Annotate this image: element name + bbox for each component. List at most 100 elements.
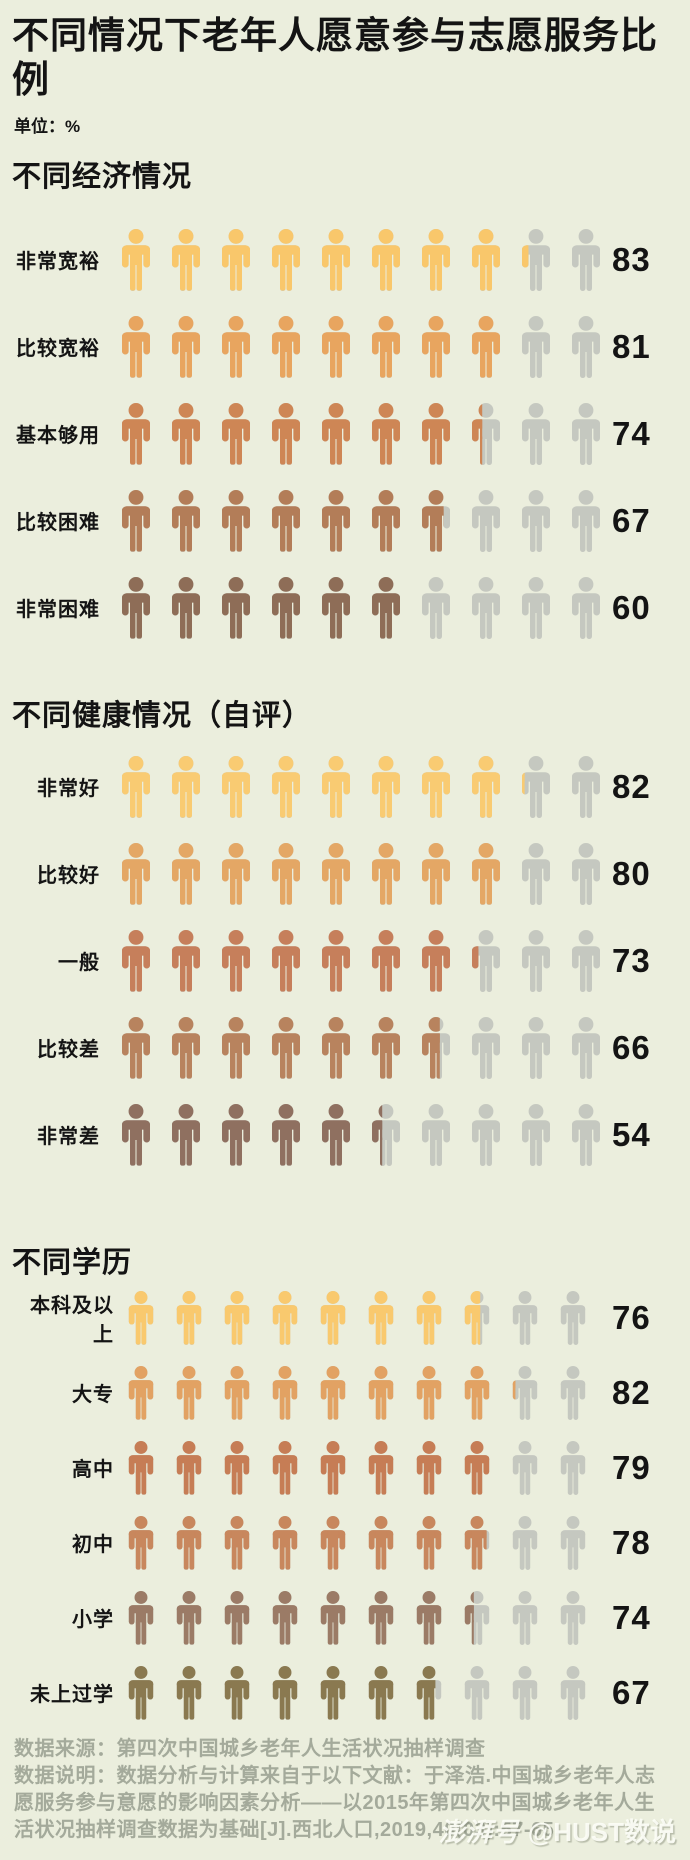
person-icon <box>560 1590 586 1645</box>
icon-slot <box>517 755 555 818</box>
pictogram-row: 非常宽裕 83 <box>0 216 690 303</box>
row-value: 76 <box>612 1298 651 1336</box>
person-icon-filled <box>317 1590 349 1645</box>
person-icon-filled <box>461 1515 487 1570</box>
person-icon <box>472 1103 500 1166</box>
person-icon-filled <box>417 315 455 378</box>
icon-slot <box>509 1290 541 1345</box>
person-icon-filled <box>461 1365 493 1420</box>
person-icon-filled <box>269 1665 301 1720</box>
person-icon-gray <box>467 929 505 992</box>
person-icon-filled <box>267 929 305 992</box>
person-icon <box>372 315 400 378</box>
chart-sections: 不同经济情况 非常宽裕 83 比较宽裕 81 基本够用 74 比较困难 67 非常困难 60 不同健康… <box>0 160 690 1730</box>
person-icon <box>272 1365 298 1420</box>
icon-slot <box>509 1515 541 1570</box>
icon-slot <box>467 489 505 552</box>
person-icon <box>368 1665 394 1720</box>
icon-slot <box>267 1016 305 1079</box>
person-icon-gray <box>517 315 555 378</box>
row-label: 比较宽裕 <box>16 338 100 360</box>
person-icon-filled <box>267 842 305 905</box>
icon-slot <box>365 1365 397 1420</box>
person-icon-gray <box>417 576 455 639</box>
person-icon-filled <box>317 1665 349 1720</box>
person-icon-filled <box>413 1440 445 1495</box>
icon-slot <box>173 1290 205 1345</box>
icon-slot <box>413 1515 445 1570</box>
person-icon <box>320 1290 346 1345</box>
icon-slot <box>461 1590 493 1645</box>
person-icon <box>512 1515 538 1570</box>
person-icon <box>122 576 150 639</box>
person-icon-filled <box>267 489 305 552</box>
person-icon-filled <box>173 1665 205 1720</box>
person-icon-filled <box>221 1365 253 1420</box>
pictogram-row: 高中 79 <box>0 1430 690 1505</box>
icon-slot <box>567 1103 605 1166</box>
icon-slot <box>269 1515 301 1570</box>
icon-slot <box>167 842 205 905</box>
person-icon <box>224 1365 250 1420</box>
person-icon-filled <box>317 402 355 465</box>
person-icon <box>322 489 350 552</box>
person-icon <box>372 755 400 818</box>
person-icon <box>372 576 400 639</box>
icon-slot <box>467 755 505 818</box>
icon-slot <box>417 489 455 552</box>
icon-slot <box>173 1515 205 1570</box>
icon-slot <box>317 1590 349 1645</box>
person-icon-filled <box>417 929 455 992</box>
person-icon-filled <box>125 1290 157 1345</box>
icon-slot <box>509 1590 541 1645</box>
person-icon <box>222 228 250 291</box>
person-icon-filled <box>417 842 455 905</box>
data-source-text: 数据来源：第四次中国城乡老年人生活状况抽样调查 <box>14 1738 486 1760</box>
icon-slot <box>567 228 605 291</box>
page-title: 不同情况下老年人愿意参与志愿服务比例 <box>12 15 658 100</box>
person-icon-filled <box>167 489 205 552</box>
row-label: 高中 <box>72 1459 114 1481</box>
icon-slot <box>367 755 405 818</box>
icon-slot <box>517 1016 555 1079</box>
person-icon <box>422 755 450 818</box>
person-icon-filled <box>317 576 355 639</box>
person-icon-filled <box>117 842 155 905</box>
icon-slot <box>267 228 305 291</box>
person-icon <box>472 403 483 465</box>
icon-slot <box>417 402 455 465</box>
section-title: 不同经济情况 <box>12 161 193 193</box>
person-icon-gray <box>557 1290 589 1345</box>
person-icon-filled <box>509 1366 516 1420</box>
person-icon-gray <box>509 1515 541 1570</box>
icon-slot <box>167 315 205 378</box>
icon-slot <box>125 1440 157 1495</box>
person-icon-filled <box>217 929 255 992</box>
icon-grid <box>117 755 605 818</box>
person-icon <box>272 1440 298 1495</box>
person-icon <box>572 402 600 465</box>
person-icon <box>172 755 200 818</box>
person-icon <box>422 929 450 992</box>
icon-grid <box>117 842 605 905</box>
icon-slot <box>467 929 505 992</box>
icon-grid <box>117 315 605 378</box>
person-icon <box>122 1103 150 1166</box>
person-icon <box>472 576 500 639</box>
person-icon <box>464 1365 490 1420</box>
person-icon <box>272 1290 298 1345</box>
person-icon <box>372 489 400 552</box>
row-value: 80 <box>612 854 651 892</box>
person-icon-filled <box>413 1515 445 1570</box>
person-icon <box>368 1290 394 1345</box>
person-icon <box>224 1440 250 1495</box>
person-icon <box>472 315 500 378</box>
person-icon-filled <box>367 315 405 378</box>
person-icon-filled <box>173 1365 205 1420</box>
person-icon <box>560 1515 586 1570</box>
person-icon-filled <box>221 1665 253 1720</box>
person-icon <box>176 1590 202 1645</box>
icon-slot <box>367 402 405 465</box>
icon-grid <box>117 489 605 552</box>
icon-slot <box>367 842 405 905</box>
